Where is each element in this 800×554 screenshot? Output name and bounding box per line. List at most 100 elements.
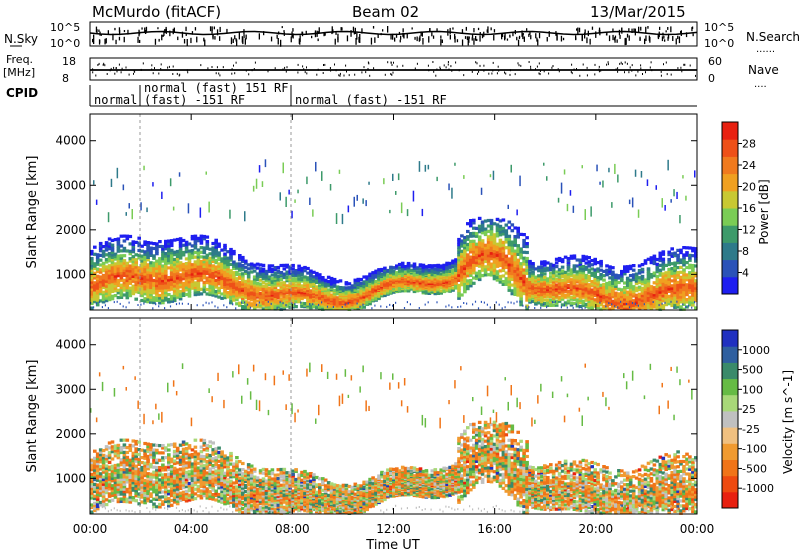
echo-cell — [575, 298, 580, 302]
echo-cell — [258, 271, 263, 275]
echo-cell — [546, 284, 550, 288]
echo-cell — [522, 292, 526, 296]
echo-cell — [578, 264, 583, 268]
nave-mark — [390, 73, 392, 75]
echo-cell — [291, 295, 295, 299]
echo-cell — [557, 279, 562, 283]
echo-cell — [460, 244, 464, 248]
echo-cell — [685, 246, 689, 250]
echo-cell — [264, 284, 269, 288]
echo-cell — [131, 269, 136, 274]
echo-cell — [460, 252, 464, 256]
echo-cell — [457, 283, 461, 288]
echo-cell — [682, 273, 686, 277]
echo-cell — [605, 284, 609, 288]
echo-cell — [146, 285, 150, 289]
echo-cell — [380, 267, 384, 272]
echo-cell — [640, 263, 645, 267]
echo-cell — [664, 278, 668, 282]
echo-cell — [563, 289, 568, 294]
echo-cell — [593, 283, 597, 287]
echo-cell — [534, 279, 538, 283]
echo-cell — [273, 293, 278, 297]
echo-cell — [187, 282, 192, 286]
echo-cell — [546, 300, 550, 304]
nsky-mark — [626, 33, 629, 38]
echo-cell — [113, 274, 118, 278]
echo-cell — [252, 287, 257, 291]
echo-cell — [264, 305, 269, 309]
echo-cell — [202, 262, 207, 266]
echo-cell — [208, 277, 212, 281]
echo-cell — [246, 273, 251, 277]
echo-cell — [664, 205, 666, 211]
echo-cell — [676, 256, 680, 260]
echo-cell — [202, 269, 207, 273]
echo-cell — [522, 268, 526, 272]
echo-cell — [107, 453, 112, 457]
echo-cell — [223, 293, 227, 297]
echo-cell — [246, 307, 251, 311]
echo-cell — [486, 240, 491, 244]
echo-cell — [184, 264, 189, 268]
echo-cell — [332, 288, 337, 292]
nsky-mark — [440, 38, 442, 46]
echo-cell — [472, 276, 476, 280]
echo-cell — [457, 260, 461, 265]
echo-cell — [519, 288, 523, 292]
echo-cell — [190, 265, 195, 269]
echo-cell — [457, 289, 461, 293]
nave-mark — [538, 62, 540, 65]
echo-cell — [249, 296, 254, 300]
echo-cell — [682, 280, 686, 284]
echo-cell — [557, 299, 562, 303]
echo-cell — [306, 276, 310, 280]
echo-cell — [291, 270, 295, 274]
echo-cell — [276, 304, 281, 309]
echo-cell — [279, 283, 284, 287]
echo-cell — [101, 278, 106, 282]
echo-cell — [676, 300, 680, 304]
echo-cell — [356, 302, 358, 305]
echo-cell — [90, 468, 94, 472]
echo-cell — [492, 244, 497, 248]
echo-cell — [246, 271, 251, 275]
echo-cell — [238, 295, 242, 299]
echo-cell — [501, 263, 506, 267]
echo-cell — [670, 252, 674, 256]
echo-cell — [631, 273, 636, 277]
echo-cell — [178, 278, 183, 282]
echo-cell — [578, 274, 583, 278]
nave-mark — [517, 62, 519, 65]
echo-cell — [587, 283, 591, 287]
nsky-mark — [352, 26, 355, 32]
echo-cell — [575, 278, 580, 282]
echo-cell — [315, 271, 319, 276]
nsky-mark — [230, 37, 233, 45]
nave-mark — [361, 71, 363, 74]
echo-cell — [611, 286, 615, 290]
echo-cell — [483, 249, 488, 253]
echo-cell — [146, 258, 150, 262]
echo-cell — [202, 285, 207, 289]
echo-cell — [223, 280, 227, 284]
echo-cell — [267, 275, 272, 279]
echo-cell — [587, 289, 591, 293]
echo-cell — [158, 289, 162, 293]
echo-cell — [628, 306, 631, 309]
echo-cell — [279, 274, 284, 278]
echo-cell — [649, 302, 654, 306]
echo-cell — [628, 290, 633, 294]
echo-cell — [303, 302, 307, 306]
echo-cell — [143, 284, 147, 288]
echo-cell — [137, 285, 141, 290]
echo-cell — [572, 306, 574, 309]
echo-cell — [620, 306, 624, 310]
echo-cell — [679, 265, 683, 269]
echo-cell — [557, 258, 562, 262]
nsky-mark — [209, 26, 212, 32]
nsky-mark — [186, 39, 188, 46]
echo-cell — [223, 287, 227, 291]
nave-mark — [620, 61, 622, 64]
echo-cell — [167, 288, 171, 292]
